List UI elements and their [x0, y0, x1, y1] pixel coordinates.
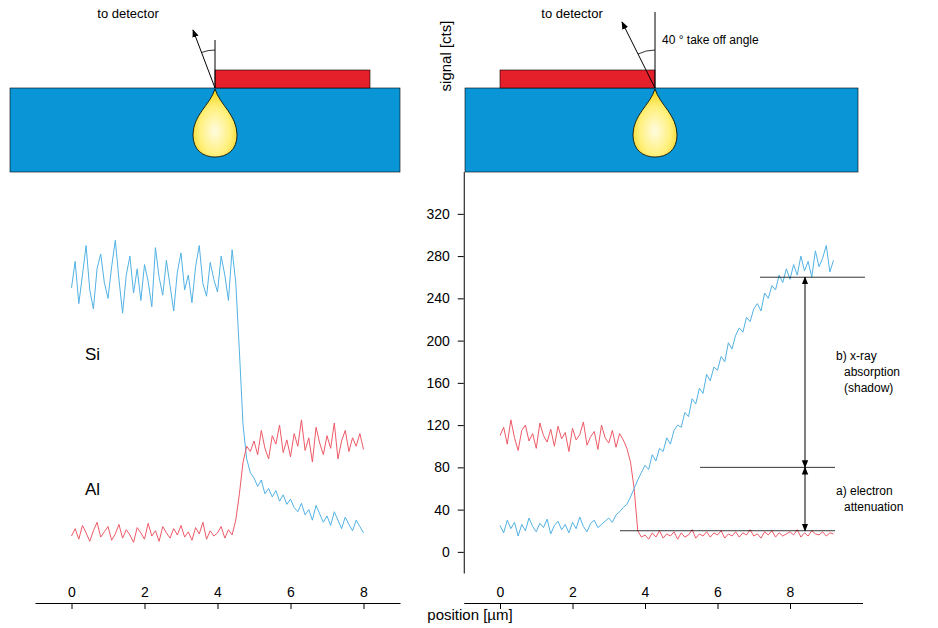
x-axis-line: [464, 603, 863, 604]
y-tick-mark: [458, 425, 464, 426]
x-tick: 6: [714, 584, 722, 609]
y-tick-mark: [458, 256, 464, 257]
measure-label: attenuation: [844, 500, 903, 514]
y-tick: 40: [434, 502, 464, 518]
detector-arrow: [193, 30, 215, 88]
angle-arc: [638, 50, 655, 54]
film: [500, 70, 655, 88]
panel-1: to detector 0 2 4 6 8 Si Al: [10, 6, 401, 609]
y-tick-mark: [458, 467, 464, 468]
series-label: Si: [85, 345, 100, 364]
measure-level: [700, 467, 835, 468]
annotation: to detector: [97, 6, 159, 21]
interaction-volume: [633, 89, 677, 157]
x-tick-mark: [145, 603, 146, 609]
y-tick: 160: [426, 375, 463, 391]
y-tick-mark: [458, 510, 464, 511]
figure: to detector 0 2 4 6 8 Si Al to detector 40 ° take…: [0, 0, 938, 628]
x-tick-label: 8: [360, 584, 368, 600]
x-axis: 0 2 4 6 8: [464, 584, 863, 609]
measure-label: b) x-ray: [836, 349, 877, 363]
x-axis: 0 2 4 6 8: [36, 584, 401, 609]
angle-arc: [202, 50, 215, 52]
x-tick-label: 0: [68, 584, 76, 600]
plot-area: [500, 246, 834, 540]
substrate: [465, 88, 858, 172]
y-tick-label: 280: [426, 248, 450, 264]
series-line: [500, 246, 834, 536]
y-tick-label: 40: [434, 502, 450, 518]
series-line: [72, 420, 364, 543]
y-tick-label: 160: [426, 375, 450, 391]
x-tick: 4: [214, 584, 222, 609]
y-tick-label: 80: [434, 459, 450, 475]
x-tick: 2: [569, 584, 577, 609]
annotation: to detector: [541, 6, 603, 21]
x-tick: 0: [68, 584, 76, 609]
y-tick-mark: [458, 552, 464, 553]
x-tick-mark: [573, 603, 574, 609]
beam-normal: [215, 40, 216, 88]
x-tick: 2: [141, 584, 149, 609]
x-tick-label: 2: [569, 584, 577, 600]
y-tick: 0: [442, 544, 464, 560]
x-axis-title: position [µm]: [427, 606, 512, 623]
x-tick-label: 0: [497, 584, 505, 600]
x-tick-mark: [790, 603, 791, 609]
y-axis-line: [464, 172, 465, 573]
y-tick-label: 120: [426, 417, 450, 433]
y-tick: 200: [426, 333, 463, 349]
x-tick: 4: [642, 584, 650, 609]
series-line: [72, 240, 364, 533]
y-tick-label: 240: [426, 290, 450, 306]
y-tick: 120: [426, 417, 463, 433]
y-tick: 240: [426, 290, 463, 306]
y-tick-mark: [458, 383, 464, 384]
plot-area: [72, 240, 364, 542]
y-axis-title: signal [cts]: [437, 21, 454, 92]
panel-2: to detector40 ° take off angle0246804080…: [426, 6, 903, 623]
y-tick-mark: [458, 341, 464, 342]
measure-label: (shadow): [844, 381, 893, 395]
x-tick-label: 6: [714, 584, 722, 600]
y-tick: 320: [426, 206, 463, 222]
x-tick-mark: [718, 603, 719, 609]
x-tick-mark: [291, 603, 292, 609]
x-tick: 6: [287, 584, 295, 609]
y-tick-mark: [458, 214, 464, 215]
y-tick-label: 0: [442, 544, 450, 560]
measure-level: [620, 530, 835, 531]
film: [215, 70, 370, 88]
measure-level: [760, 277, 865, 278]
measure-arrow: [805, 277, 806, 467]
x-tick-label: 4: [642, 584, 650, 600]
x-tick-label: 8: [787, 584, 795, 600]
y-tick: 80: [434, 459, 464, 475]
y-tick: 280: [426, 248, 463, 264]
series-label: Al: [85, 480, 100, 499]
measure-label: absorption: [844, 365, 900, 379]
annotation: 40 ° take off angle: [662, 33, 759, 47]
measure-arrow: [805, 467, 806, 530]
x-tick: 8: [360, 584, 368, 609]
x-tick-mark: [72, 603, 73, 609]
x-tick-label: 4: [214, 584, 222, 600]
schematic: [465, 12, 858, 172]
y-axis: 0 40 80 120 160 200 240 280 320: [426, 172, 464, 573]
substrate: [10, 88, 400, 172]
x-tick: 8: [787, 584, 795, 609]
x-tick-label: 6: [287, 584, 295, 600]
y-tick-mark: [458, 298, 464, 299]
y-tick-label: 200: [426, 333, 450, 349]
schematic: [10, 30, 400, 172]
x-tick-mark: [645, 603, 646, 609]
detector-arrow: [622, 22, 655, 88]
y-tick-label: 320: [426, 206, 450, 222]
x-tick-mark: [218, 603, 219, 609]
x-tick-label: 2: [141, 584, 149, 600]
interaction-volume: [193, 89, 237, 157]
measure-label: a) electron: [836, 484, 893, 498]
x-tick-mark: [364, 603, 365, 609]
